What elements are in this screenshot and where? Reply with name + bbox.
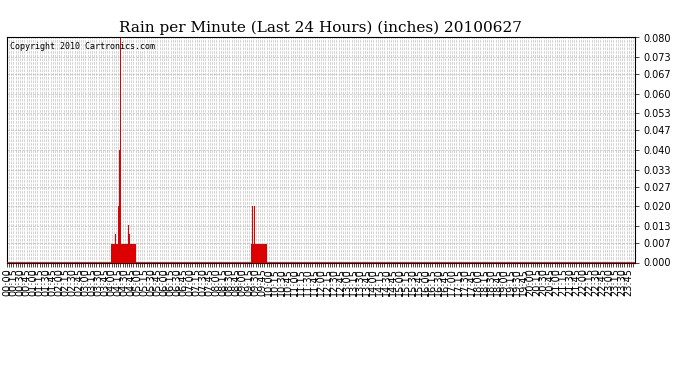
Text: Copyright 2010 Cartronics.com: Copyright 2010 Cartronics.com (10, 42, 155, 51)
Title: Rain per Minute (Last 24 Hours) (inches) 20100627: Rain per Minute (Last 24 Hours) (inches)… (119, 21, 522, 35)
